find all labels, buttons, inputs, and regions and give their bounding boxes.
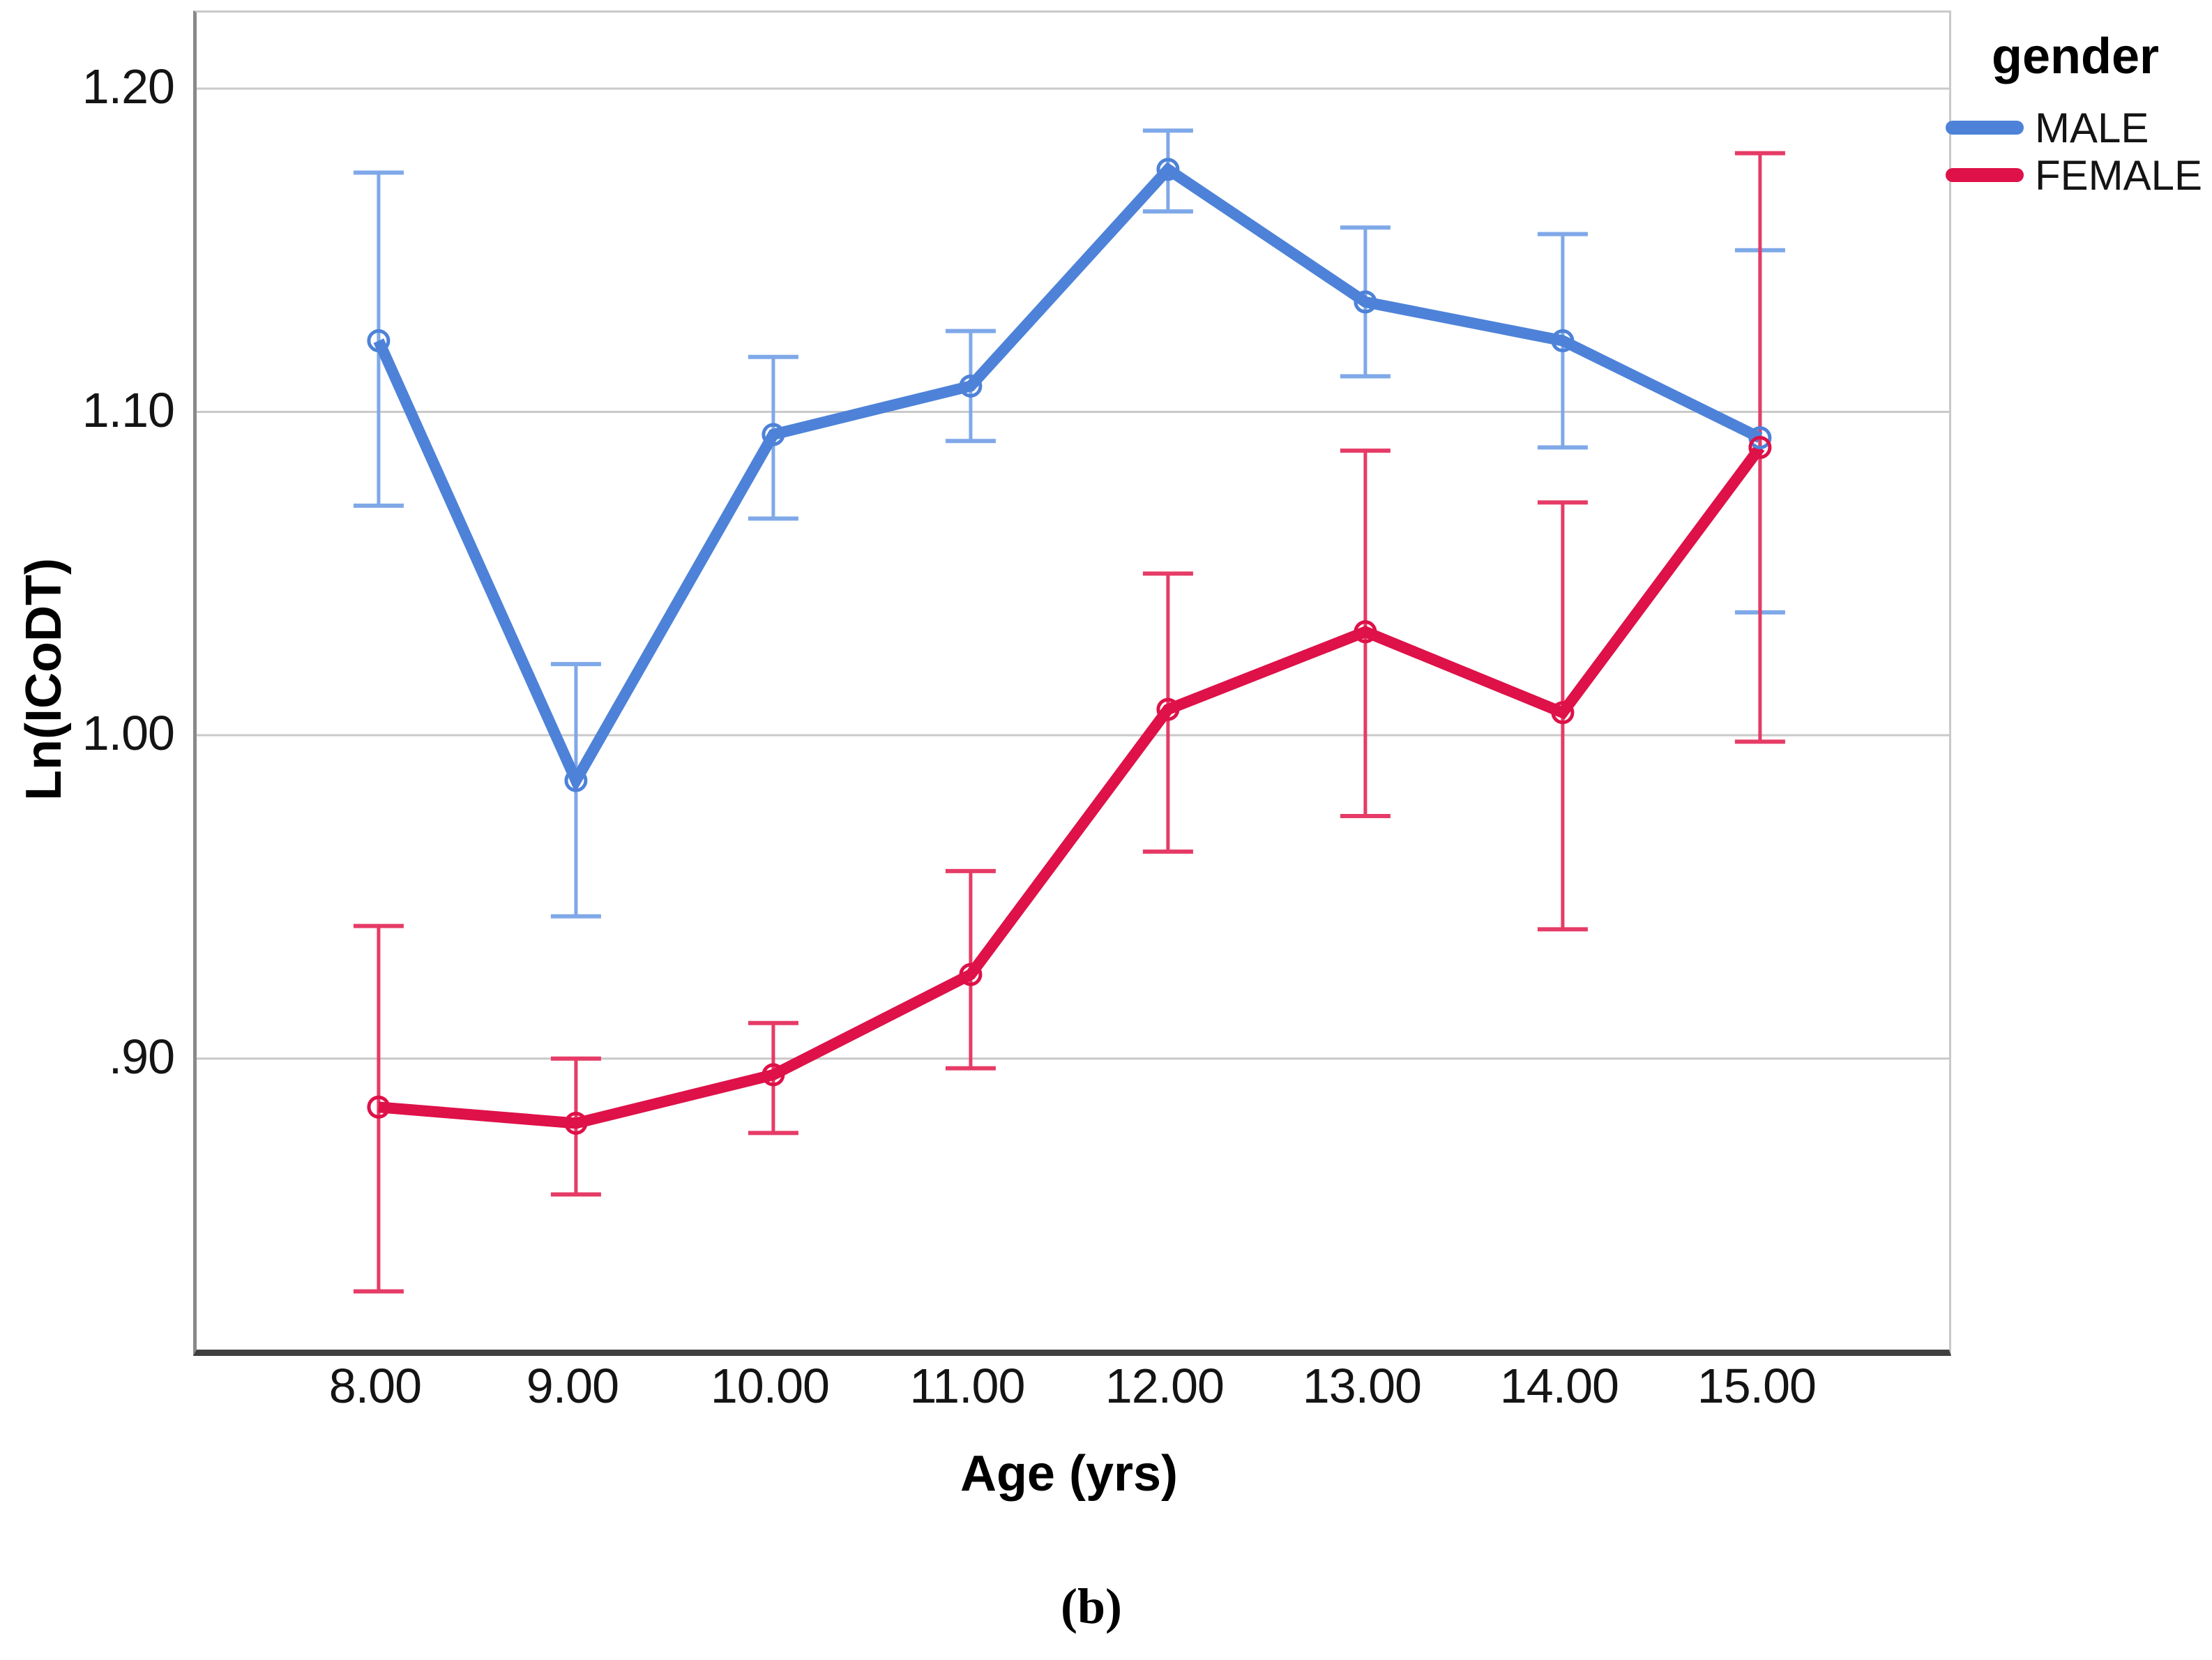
x-tick-label: 11.00 [909,1359,1025,1413]
legend-item-female: FEMALE [1946,151,2211,199]
data-point-marker [1156,697,1180,721]
data-point-marker [564,769,588,792]
data-point-marker [762,1063,785,1087]
female-markers [367,436,1772,1135]
data-point-marker [564,1111,588,1135]
x-tick-label: 8.00 [328,1359,422,1413]
data-point-marker [959,963,983,986]
legend: gender MALE FEMALE [1946,28,2211,201]
legend-item-male: MALE [1946,104,2211,151]
chart-canvas [197,87,1949,1294]
data-point-marker [367,1095,391,1119]
legend-item-label: FEMALE [2035,151,2203,199]
x-tick-label: 15.00 [1697,1359,1817,1413]
y-tick-label: .90 [108,1029,175,1084]
data-point-marker [1551,701,1575,725]
y-axis-title: Ln(ICoDT) [16,558,72,801]
plot-area [193,10,1951,1356]
legend-item-label: MALE [2035,104,2149,151]
x-tick-label: 13.00 [1302,1359,1422,1413]
figure-caption: (b) [1061,1578,1122,1634]
data-point-marker [1354,290,1377,314]
male-markers [367,158,1772,792]
data-point-marker [1156,158,1180,181]
data-point-marker [959,374,983,398]
data-point-marker [1748,436,1772,460]
data-point-marker [1748,426,1772,450]
data-point-marker [367,329,391,353]
data-point-marker [1551,329,1575,353]
x-tick-label: 12.00 [1105,1359,1225,1413]
x-axis-title: Age (yrs) [960,1446,1179,1502]
x-tick-label: 14.00 [1499,1359,1619,1413]
x-tick-label: 9.00 [526,1359,619,1413]
male-series-line [373,162,1763,793]
y-tick-label: 1.20 [82,59,175,114]
female-series-swatch [1946,168,2024,182]
data-point-marker [1354,620,1377,644]
data-point-marker [762,423,785,446]
legend-items: MALE FEMALE [1946,104,2211,199]
y-tick-label: 1.00 [82,706,175,761]
legend-title: gender [1992,29,2160,84]
y-tick-label: 1.10 [82,382,175,437]
male-error-bars [353,128,1785,919]
x-tick-label: 10.00 [710,1359,830,1413]
male-series-swatch [1946,121,2024,135]
female-series-line [378,444,1765,1129]
